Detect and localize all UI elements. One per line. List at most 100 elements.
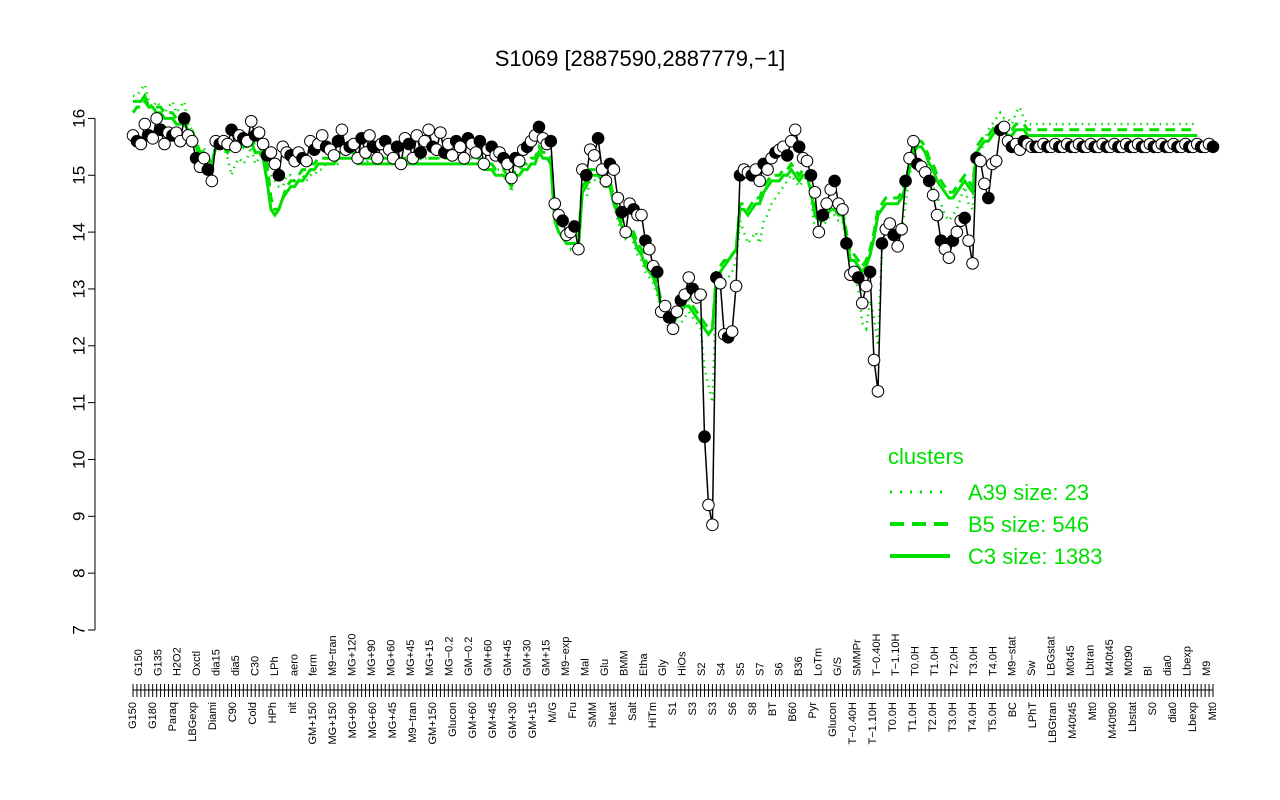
x-tick-label: HPh <box>267 702 279 723</box>
data-point <box>871 384 885 398</box>
data-point <box>851 271 865 284</box>
x-tick-label: Fru <box>567 702 579 719</box>
x-tick-label: Pyr <box>807 702 819 719</box>
data-point <box>781 149 794 162</box>
data-point <box>568 220 581 233</box>
x-tick-label: Salt <box>627 702 639 721</box>
y-tick-label: 8 <box>69 568 88 577</box>
x-tick-label: MG+120 <box>347 634 359 677</box>
x-tick-label: MG+90 <box>366 640 378 676</box>
data-point <box>548 197 562 210</box>
x-tick-label: GM+150 <box>307 702 319 745</box>
x-tick-label: LoTm <box>813 648 825 676</box>
x-tick-label: T3.0H <box>947 702 959 732</box>
data-point <box>978 177 991 191</box>
data-point <box>394 157 408 171</box>
data-point <box>828 174 841 188</box>
x-tick-label: GM+45 <box>502 640 514 676</box>
data-point <box>422 123 435 137</box>
x-tick-label: C30 <box>249 656 261 676</box>
x-tick-label: Glucon <box>447 702 459 737</box>
x-tick-label: T−0.40H <box>847 702 859 745</box>
x-tick-label: M40t45 <box>1104 639 1116 676</box>
x-tick-label: Diami <box>207 702 219 730</box>
data-point <box>792 140 806 154</box>
series-line-solid <box>133 92 1198 338</box>
x-tick-label: Heat <box>607 702 619 725</box>
x-tick-label: S3 <box>707 702 719 715</box>
data-point <box>816 208 830 222</box>
x-tick-label: Bl <box>1143 666 1155 676</box>
data-point <box>331 134 345 148</box>
x-tick-label: Mal <box>580 658 592 676</box>
data-point <box>591 132 605 145</box>
x-tick-label: C90 <box>227 702 239 722</box>
data-point <box>619 225 633 239</box>
data-point <box>875 237 889 250</box>
x-tick-label: Oxctl <box>191 651 203 676</box>
x-tick-label: Mt0 <box>1087 702 1099 720</box>
x-tick-label: MG+90 <box>347 702 359 738</box>
x-tick-label: MG+45 <box>387 702 399 738</box>
x-tick-label: T5.0H <box>987 702 999 732</box>
x-tick-label: HiOs <box>677 651 689 676</box>
data-point <box>185 134 199 148</box>
x-tick-label: LPh <box>269 656 281 676</box>
data-point <box>611 191 625 205</box>
data-point <box>658 299 672 313</box>
x-tick-label: SMMPr <box>851 639 863 676</box>
data-point <box>997 120 1011 134</box>
data-point <box>300 154 313 168</box>
data-point <box>414 146 428 159</box>
y-tick-label: 14 <box>69 223 88 242</box>
data-point <box>335 123 349 137</box>
data-point <box>256 137 270 151</box>
data-point <box>989 154 1003 168</box>
data-point <box>607 163 621 176</box>
x-tick-label: T2.0H <box>948 646 960 676</box>
data-point <box>922 174 936 188</box>
x-tick-label: GM+45 <box>487 702 499 738</box>
data-point <box>327 149 341 162</box>
data-point <box>855 296 869 310</box>
data-point <box>899 174 912 188</box>
points-layer <box>126 112 1220 532</box>
x-tick-label: GM+30 <box>507 702 519 738</box>
x-tick-label: dia15 <box>211 649 223 676</box>
y-tick-label: 10 <box>69 450 88 469</box>
data-point <box>138 117 152 131</box>
data-point <box>264 146 278 159</box>
y-tick-label: 7 <box>69 625 88 634</box>
data-point <box>926 188 940 202</box>
x-tick-label: M/G <box>547 702 559 723</box>
x-tick-label: Cold <box>247 702 259 725</box>
legend-entry-b5: B5 size: 546 <box>968 512 1089 537</box>
x-tick-label: Paraq <box>167 702 179 731</box>
data-point <box>895 222 908 236</box>
x-tick-label: Gly <box>657 659 669 676</box>
x-tick-label: GM−0.2 <box>463 637 475 676</box>
data-point <box>867 353 881 367</box>
data-point <box>371 151 384 165</box>
x-tick-label: ferm <box>308 654 320 676</box>
data-point <box>812 225 826 239</box>
x-tick-label: G180 <box>147 702 159 729</box>
data-point <box>958 211 971 225</box>
x-tick-label: G/S <box>832 657 844 676</box>
data-point <box>252 126 266 139</box>
x-tick-label: MG−0.2 <box>444 637 456 676</box>
data-point <box>244 114 258 128</box>
x-tick-label: Lbtran <box>1084 645 1096 676</box>
data-point <box>820 197 834 210</box>
data-point <box>729 279 743 293</box>
y-tick-label: 16 <box>69 109 88 128</box>
x-tick-label: Lbexp <box>1187 702 1199 732</box>
y-axis: 7 8 9 10 11 12 13 14 15 16 <box>69 109 96 635</box>
data-point <box>363 129 376 142</box>
data-point <box>891 240 904 253</box>
x-tick-label: M9−stat <box>1007 637 1019 676</box>
data-point <box>788 123 802 137</box>
x-tick-label: G150 <box>133 649 145 676</box>
x-tick-label: G150 <box>127 702 139 729</box>
data-point <box>682 271 696 284</box>
